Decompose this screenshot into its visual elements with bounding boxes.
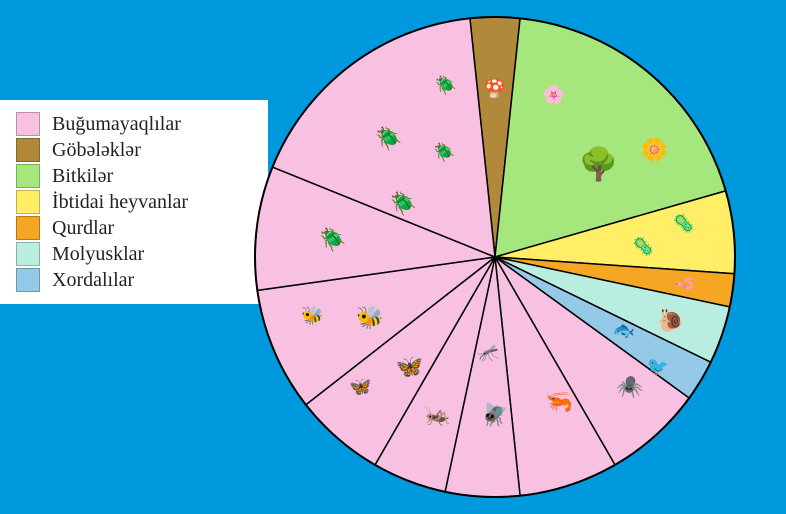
legend-label: Buğumayaqlılar xyxy=(52,113,181,136)
pie-chart: 🍄🌸🌳🌼🦠🦠🪱🐌🐟🐦🕷️🦐🪰🦟🦗🦋🦋🐝🐝🪲🪲🪲🪲🪲 xyxy=(240,12,750,502)
legend-swatch xyxy=(16,216,40,240)
legend-item: Molyusklar xyxy=(16,242,252,266)
legend-label: Qurdlar xyxy=(52,217,114,240)
legend: Buğumayaqlılar Göbələklər Bitkilər İbtidai … xyxy=(0,100,268,304)
legend-swatch xyxy=(16,112,40,136)
legend-label: İbtidai heyvanlar xyxy=(52,191,188,214)
legend-item: Bitkilər xyxy=(16,164,252,188)
legend-label: Xordalılar xyxy=(52,269,134,292)
legend-label: Molyusklar xyxy=(52,243,144,266)
pie-svg xyxy=(240,12,750,502)
legend-swatch xyxy=(16,242,40,266)
legend-item: Göbələklər xyxy=(16,138,252,162)
legend-swatch xyxy=(16,138,40,162)
legend-swatch xyxy=(16,268,40,292)
legend-label: Göbələklər xyxy=(52,139,141,162)
legend-item: Xordalılar xyxy=(16,268,252,292)
legend-item: Qurdlar xyxy=(16,216,252,240)
legend-label: Bitkilər xyxy=(52,165,113,188)
legend-swatch xyxy=(16,164,40,188)
legend-item: İbtidai heyvanlar xyxy=(16,190,252,214)
legend-swatch xyxy=(16,190,40,214)
legend-item: Buğumayaqlılar xyxy=(16,112,252,136)
